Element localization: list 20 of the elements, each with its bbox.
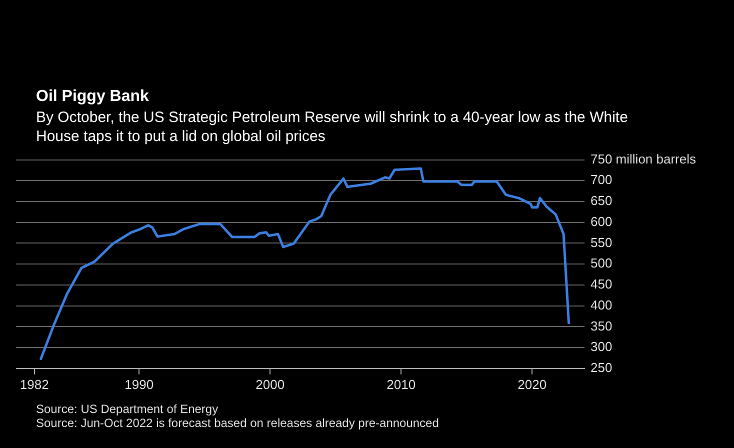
y-tick-label: 650 [590, 193, 612, 208]
source-note: Source: US Department of Energy [36, 402, 220, 416]
y-tick-label: 550 [590, 234, 612, 250]
y-tick-label: 500 [590, 256, 612, 271]
y-tick-label: 450 [590, 276, 612, 292]
y-tick-label: 400 [590, 297, 612, 312]
y-tick-label: 300 [590, 339, 612, 354]
y-tick-label: 700 [590, 172, 612, 188]
source-note: Source: Jun-Oct 2022 is forecast based on releases already pre-announced [36, 416, 440, 430]
y-tick-label: 600 [590, 214, 612, 229]
x-tick-label: 2000 [256, 376, 285, 392]
x-tick-label: 2010 [386, 376, 416, 392]
y-tick-label: 350 [590, 318, 612, 334]
x-tick-label: 1982 [20, 376, 49, 392]
y-tick-label: 750 million barrels [590, 151, 696, 166]
chart-title: Oil Piggy Bank [36, 88, 150, 106]
x-tick-label: 2020 [518, 376, 547, 392]
chart-subtitle: By October, the US Strategic Petroleum Reserve will shrink to a 40-year low as the White House taps it to put a lid on global oil prices [36, 108, 629, 146]
y-tick-label: 250 [590, 360, 612, 375]
x-tick-label: 1990 [124, 376, 154, 392]
